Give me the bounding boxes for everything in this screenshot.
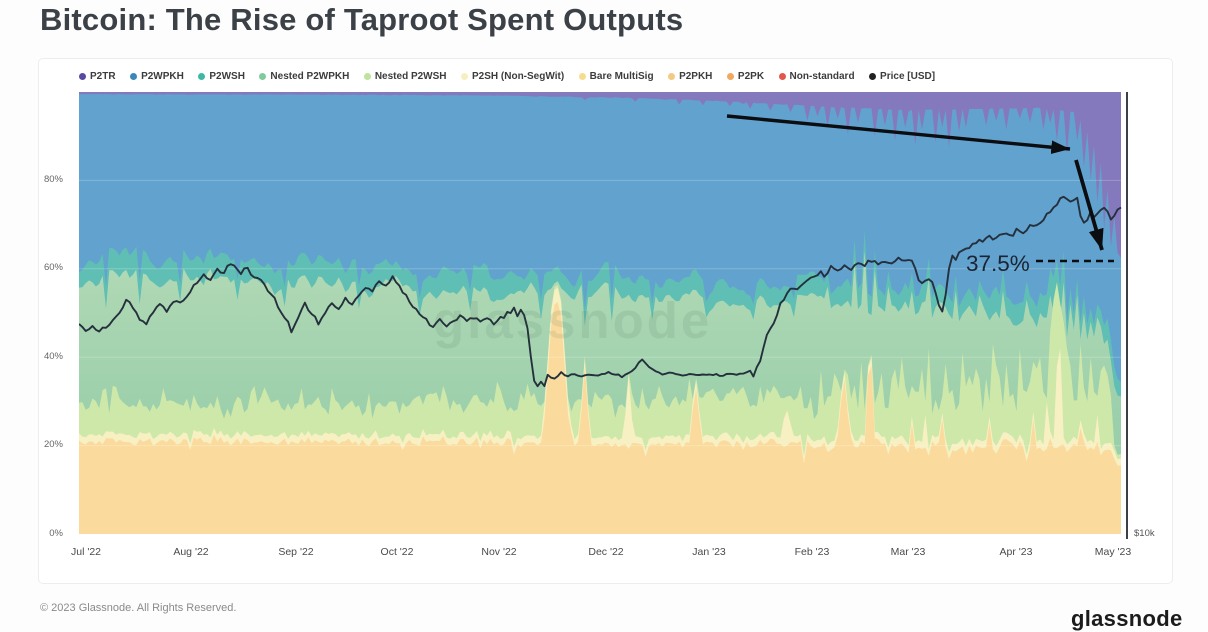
svg-text:37.5%: 37.5% [966,251,1030,276]
